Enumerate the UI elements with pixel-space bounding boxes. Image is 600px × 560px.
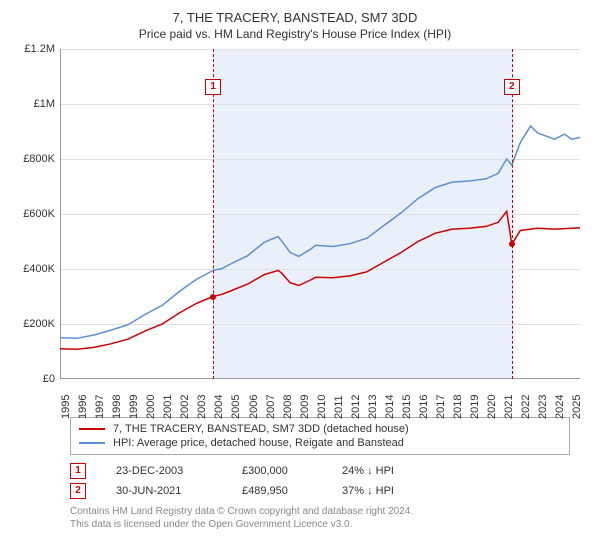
legend: 7, THE TRACERY, BANSTEAD, SM7 3DD (detac… [70,417,570,455]
marker-box-1: 1 [205,79,221,95]
legend-swatch [79,442,105,444]
x-tick-label: 2005 [230,395,242,419]
tx-diff: 37% ↓ HPI [342,485,570,497]
x-tick-label: 2024 [554,395,566,419]
x-tick-label: 2004 [213,395,225,419]
x-tick-label: 1996 [77,395,89,419]
x-tick-label: 2009 [299,395,311,419]
legend-label: HPI: Average price, detached house, Reig… [113,437,404,449]
x-tick-label: 2001 [162,395,174,419]
y-tick-label: £200K [10,318,55,330]
tx-marker: 2 [70,483,86,499]
series-hpi [60,126,580,338]
legend-row: 7, THE TRACERY, BANSTEAD, SM7 3DD (detac… [79,422,561,436]
x-tick-label: 2025 [571,395,583,419]
x-tick-label: 2020 [486,395,498,419]
x-tick-label: 1997 [94,395,106,419]
x-tick-label: 2013 [367,395,379,419]
x-tick-label: 2023 [537,395,549,419]
footer-line-1: Contains HM Land Registry data © Crown c… [70,505,570,518]
x-tick-label: 1995 [60,395,72,419]
tx-price: £300,000 [242,465,312,477]
tx-diff: 24% ↓ HPI [342,465,570,477]
y-tick-label: £800K [10,153,55,165]
x-tick-label: 2007 [265,395,277,419]
x-tick-label: 2015 [401,395,413,419]
series-property [60,211,580,349]
y-tick-label: £0 [10,373,55,385]
tx-date: 30-JUN-2021 [116,485,212,497]
x-tick-label: 2006 [248,395,260,419]
tx-marker: 1 [70,463,86,479]
transaction-row: 1 23-DEC-2003 £300,000 24% ↓ HPI [70,461,570,481]
x-axis: 1995199619971998199920002001200220032004… [60,379,580,409]
y-tick-label: £1.2M [10,43,55,55]
x-tick-label: 2012 [350,395,362,419]
point-marker-1 [210,294,216,300]
x-tick-label: 1998 [111,395,123,419]
plot-svg [60,49,580,379]
x-tick-label: 1999 [128,395,140,419]
y-tick-label: £1M [10,98,55,110]
legend-row: HPI: Average price, detached house, Reig… [79,436,561,450]
chart-subtitle: Price paid vs. HM Land Registry's House … [10,27,580,41]
tx-price: £489,950 [242,485,312,497]
x-tick-label: 2003 [196,395,208,419]
legend-label: 7, THE TRACERY, BANSTEAD, SM7 3DD (detac… [113,423,409,435]
x-tick-label: 2014 [384,395,396,419]
transaction-row: 2 30-JUN-2021 £489,950 37% ↓ HPI [70,481,570,501]
x-tick-label: 2017 [435,395,447,419]
marker-line-2 [512,49,513,379]
chart-title: 7, THE TRACERY, BANSTEAD, SM7 3DD [10,10,580,25]
footer: Contains HM Land Registry data © Crown c… [70,505,570,531]
marker-line-1 [213,49,214,379]
x-tick-label: 2019 [469,395,481,419]
y-tick-label: £400K [10,263,55,275]
x-tick-label: 2010 [316,395,328,419]
x-tick-label: 2022 [520,395,532,419]
marker-box-2: 2 [504,79,520,95]
x-tick-label: 2011 [333,395,345,419]
x-tick-label: 2000 [145,395,157,419]
chart-area: 12 £0£200K£400K£600K£800K£1M£1.2M 199519… [60,49,580,409]
x-tick-label: 2018 [452,395,464,419]
y-tick-label: £600K [10,208,55,220]
x-tick-label: 2016 [418,395,430,419]
x-tick-label: 2021 [503,395,515,419]
transactions: 1 23-DEC-2003 £300,000 24% ↓ HPI 2 30-JUN-202… [70,461,570,501]
x-tick-label: 2002 [179,395,191,419]
y-axis: £0£200K£400K£600K£800K£1M£1.2M [10,49,55,379]
x-tick-label: 2008 [282,395,294,419]
tx-date: 23-DEC-2003 [116,465,212,477]
footer-line-2: This data is licensed under the Open Gov… [70,518,570,531]
point-marker-2 [509,241,515,247]
legend-swatch [79,428,105,430]
